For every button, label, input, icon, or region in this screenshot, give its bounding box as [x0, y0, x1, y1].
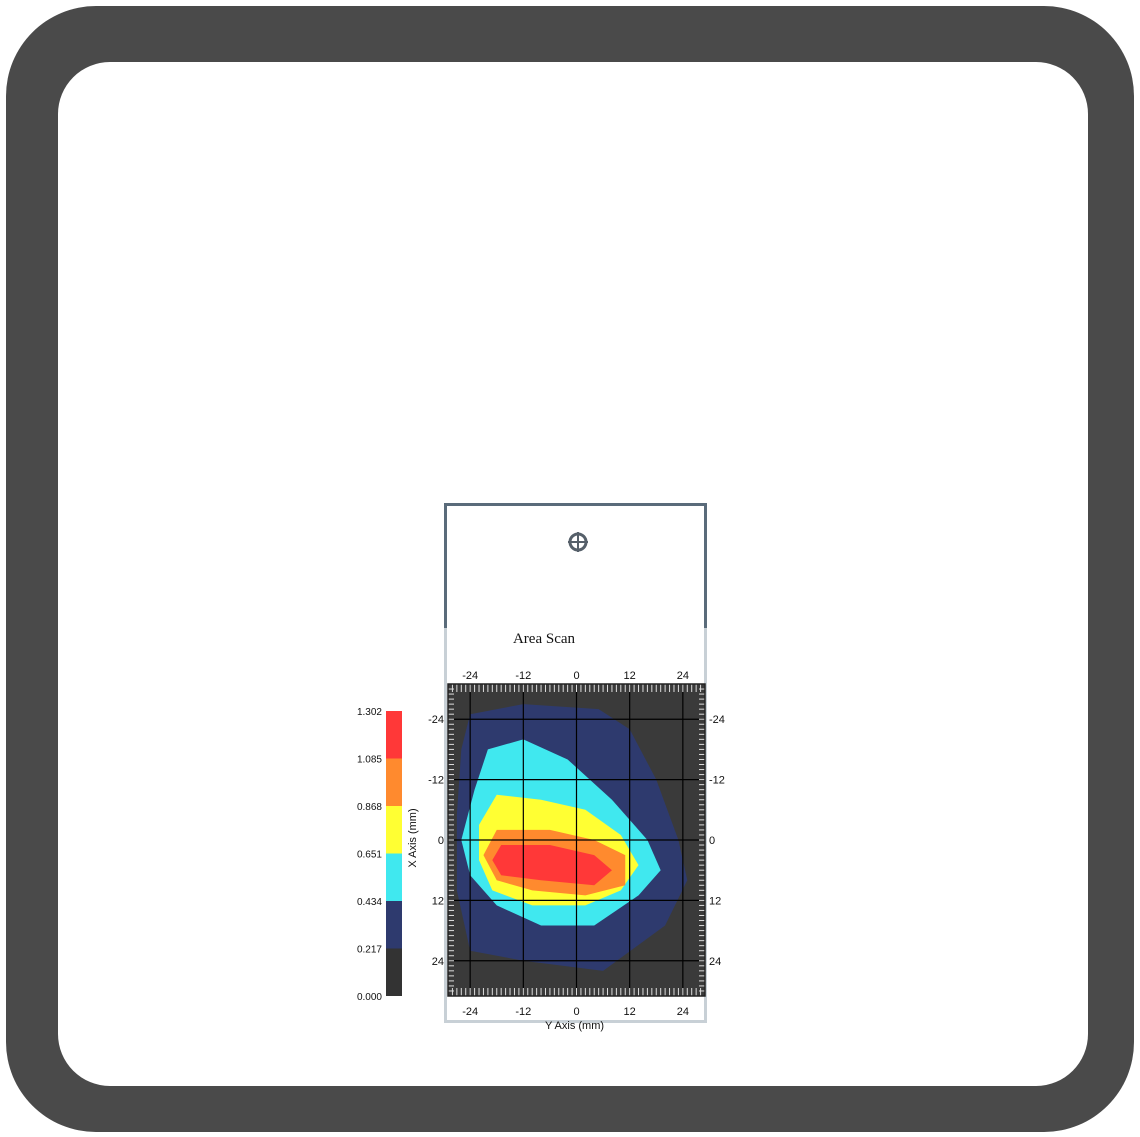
- scan-plot-box: [444, 628, 707, 1023]
- area-scan-panel: Area Scan: [444, 503, 707, 1023]
- scan-preview-box: [444, 503, 707, 631]
- chart-title: Area Scan: [512, 631, 576, 647]
- crosshair-icon[interactable]: [567, 531, 589, 553]
